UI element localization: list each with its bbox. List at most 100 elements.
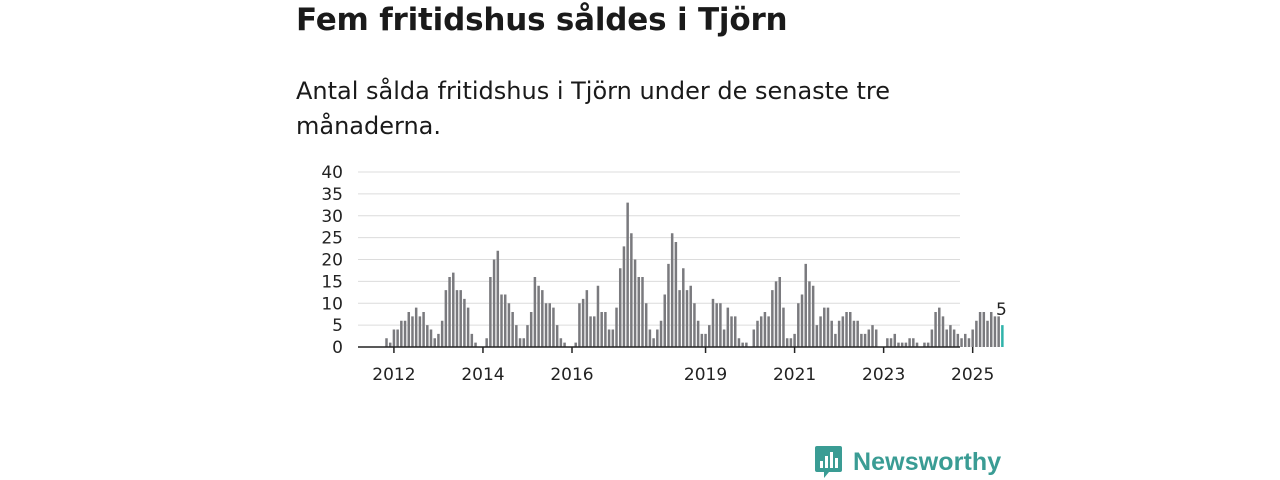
bar xyxy=(834,333,837,347)
bar xyxy=(849,312,852,347)
x-tick-label: 2012 xyxy=(372,365,415,385)
bar xyxy=(871,325,874,347)
bar xyxy=(678,290,681,347)
bar xyxy=(411,316,414,347)
bar xyxy=(930,329,934,347)
bar xyxy=(986,320,989,347)
bar xyxy=(908,338,911,347)
bar xyxy=(500,294,503,347)
bar xyxy=(403,320,407,347)
bar xyxy=(700,333,704,347)
bar xyxy=(593,316,596,347)
bar xyxy=(522,338,526,347)
bar xyxy=(385,338,388,347)
bar xyxy=(893,333,897,347)
bar xyxy=(693,303,696,347)
bar xyxy=(555,325,559,347)
brand-name: Newsworthy xyxy=(853,447,1002,476)
bar xyxy=(615,307,618,347)
bar xyxy=(656,329,659,347)
bar xyxy=(900,342,904,347)
bar xyxy=(989,312,993,347)
bar xyxy=(414,307,418,347)
bar xyxy=(982,312,986,347)
bar xyxy=(600,312,603,347)
bar xyxy=(934,312,937,347)
chart-subtitle: Antal sålda fritidshus i Tjörn under de … xyxy=(296,77,890,140)
bar xyxy=(956,333,960,347)
bar xyxy=(644,303,648,347)
bar xyxy=(793,333,796,347)
bar xyxy=(604,312,607,347)
bar xyxy=(541,290,544,347)
bar xyxy=(685,290,689,347)
bar xyxy=(860,333,863,347)
x-tick-label: 2016 xyxy=(550,365,593,385)
newsworthy-logo: Newsworthy xyxy=(814,444,1001,480)
bar xyxy=(978,312,982,347)
bar xyxy=(426,325,429,347)
bar xyxy=(578,303,581,347)
bar xyxy=(771,290,774,347)
bar xyxy=(726,307,730,347)
bar xyxy=(741,342,744,347)
bar xyxy=(797,303,800,347)
bar xyxy=(752,329,756,347)
y-tick-label: 30 xyxy=(321,207,343,227)
x-tick-label: 2019 xyxy=(684,365,727,385)
bar xyxy=(941,316,945,347)
bar xyxy=(474,342,477,347)
bar xyxy=(388,342,392,347)
bar xyxy=(596,285,600,347)
bar xyxy=(815,325,819,347)
bar xyxy=(452,272,455,347)
bar xyxy=(611,329,615,347)
bar xyxy=(433,338,436,347)
bar xyxy=(808,281,811,347)
bar xyxy=(444,290,448,347)
bar xyxy=(440,320,444,347)
bar xyxy=(670,233,674,347)
bar xyxy=(949,325,952,347)
bar xyxy=(993,316,997,347)
bar xyxy=(607,329,611,347)
bar xyxy=(682,268,685,347)
bar xyxy=(745,342,748,347)
bar xyxy=(674,242,678,347)
bar xyxy=(763,312,767,347)
bar xyxy=(418,316,422,347)
bar xyxy=(804,263,807,347)
bar xyxy=(923,342,926,347)
bar xyxy=(841,316,845,347)
bar xyxy=(767,316,770,347)
bar xyxy=(396,329,399,347)
bar xyxy=(971,329,974,347)
highlight-bar xyxy=(1001,325,1004,347)
bar xyxy=(964,333,967,347)
bar xyxy=(756,320,759,347)
bar xyxy=(455,290,459,347)
bar xyxy=(856,320,859,347)
bar xyxy=(485,338,488,347)
bar xyxy=(618,268,622,347)
bar xyxy=(511,312,514,347)
bar xyxy=(552,307,555,347)
bar xyxy=(537,285,540,347)
bar xyxy=(737,338,741,347)
bar xyxy=(800,294,804,347)
bar xyxy=(533,277,537,347)
bar xyxy=(400,320,403,347)
bar xyxy=(789,338,793,347)
bar xyxy=(492,259,496,347)
bar xyxy=(811,285,815,347)
bar xyxy=(515,325,518,347)
highlight-value-label: 5 xyxy=(996,300,1007,320)
bar xyxy=(819,316,822,347)
bar xyxy=(960,338,963,347)
y-tick-label: 0 xyxy=(332,338,343,358)
bar xyxy=(696,320,700,347)
bar xyxy=(926,342,930,347)
bar xyxy=(548,303,551,347)
bar xyxy=(863,333,867,347)
